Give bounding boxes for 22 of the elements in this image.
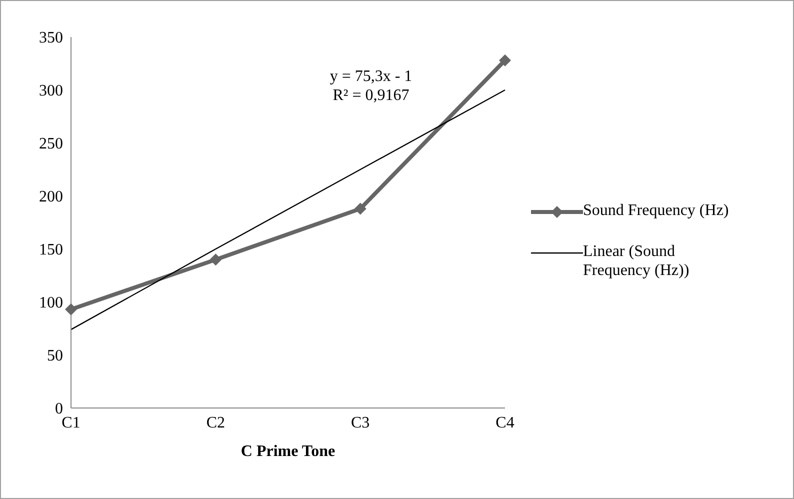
point [65, 303, 77, 316]
x-axis-title: C Prime Tone [240, 443, 336, 460]
y-tick-label: 50 [47, 348, 63, 365]
point [354, 202, 366, 215]
point [499, 54, 511, 66]
annotation: y = 75,3x - 1 [328, 68, 414, 86]
x-tick-label: C2 [206, 414, 226, 432]
legend-label: Linear (Sound Frequency (Hz)) [583, 242, 690, 280]
x-tick-label: C4 [496, 414, 514, 432]
y-tick-label: 150 [39, 242, 63, 259]
annotation: R² = 0,9167 [332, 87, 410, 105]
y-tick-label: 350 [39, 30, 63, 47]
line-series [70, 89, 506, 330]
y-tick-label: 250 [39, 136, 63, 153]
y-tick-label: 0 [55, 400, 63, 418]
x-tick-label: C3 [350, 414, 370, 432]
point [210, 254, 222, 266]
y-tick-label: 200 [39, 188, 63, 206]
y-tick-label: 300 [39, 82, 63, 100]
legend-label: Sound Frequency (Hz) [583, 201, 730, 220]
x-tick-label: C1 [62, 414, 80, 432]
y-tick-label: 100 [39, 294, 63, 312]
